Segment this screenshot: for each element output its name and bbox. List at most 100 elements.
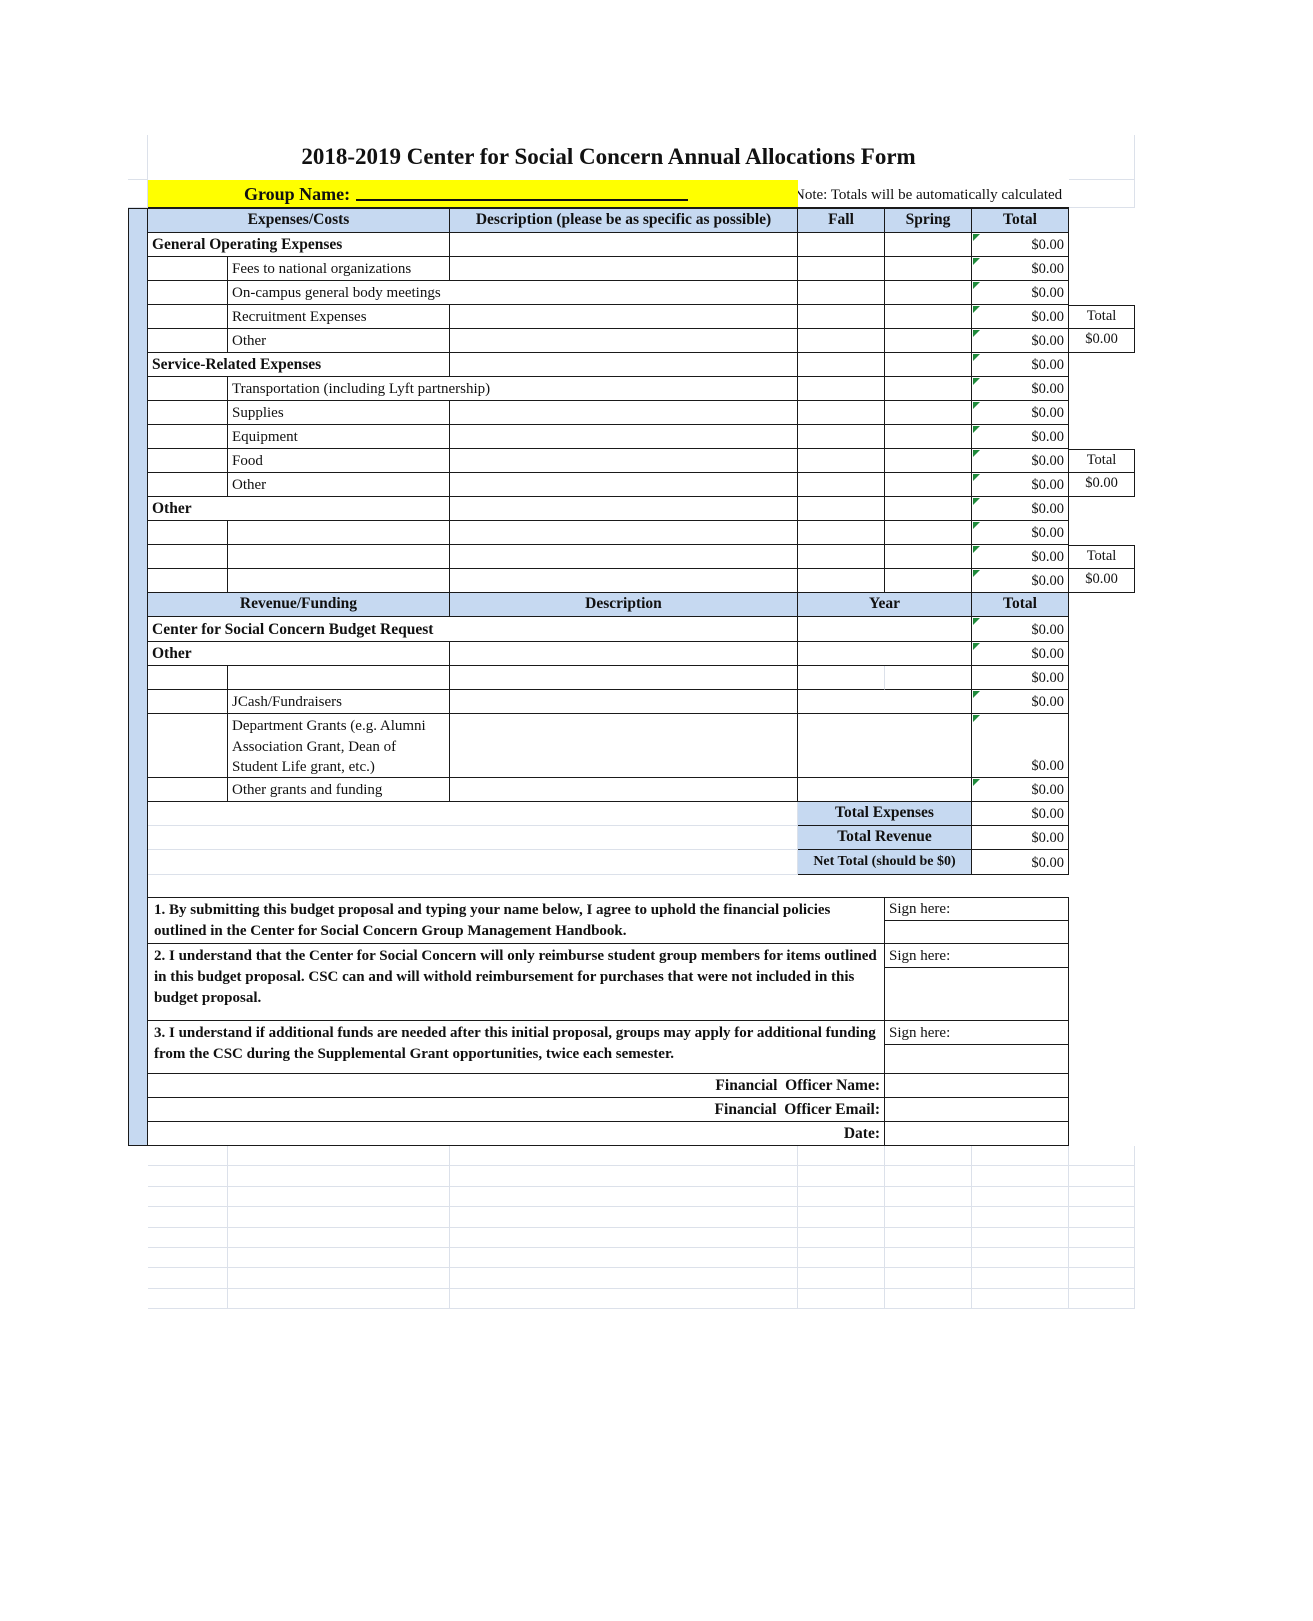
revenue-label-input[interactable]: [228, 666, 450, 690]
signature-input[interactable]: [885, 921, 1069, 944]
fall-input[interactable]: [798, 305, 885, 329]
description-input[interactable]: [450, 690, 798, 714]
spring-input[interactable]: [885, 569, 972, 593]
date-input[interactable]: [885, 1122, 1069, 1146]
empty-cell[interactable]: [148, 1247, 228, 1269]
empty-cell[interactable]: [450, 1166, 798, 1187]
empty-cell[interactable]: [228, 1186, 450, 1208]
empty-cell[interactable]: [228, 1227, 450, 1248]
spring-input[interactable]: [885, 377, 972, 401]
empty-cell[interactable]: [148, 1186, 228, 1208]
spring-input[interactable]: [885, 545, 972, 569]
signature-input[interactable]: [885, 968, 1069, 1021]
spring-input[interactable]: [885, 449, 972, 473]
spring-input[interactable]: [885, 497, 972, 521]
empty-cell[interactable]: [450, 1268, 798, 1289]
empty-cell[interactable]: [972, 1207, 1069, 1228]
fall-input[interactable]: [798, 473, 885, 497]
fall-input[interactable]: [798, 497, 885, 521]
empty-cell[interactable]: [1069, 1268, 1135, 1289]
empty-cell[interactable]: [148, 1268, 228, 1289]
empty-cell[interactable]: [798, 1268, 885, 1289]
description-input[interactable]: [450, 233, 798, 257]
spring-input[interactable]: [885, 257, 972, 281]
expense-label-input[interactable]: [228, 569, 450, 593]
empty-cell[interactable]: [798, 1207, 885, 1228]
empty-cell[interactable]: [798, 1227, 885, 1248]
description-input[interactable]: [450, 353, 798, 377]
empty-cell[interactable]: [148, 1146, 228, 1167]
year-input[interactable]: [798, 690, 972, 714]
empty-cell[interactable]: [972, 1288, 1069, 1310]
empty-cell[interactable]: [798, 1146, 885, 1167]
empty-cell[interactable]: [972, 1268, 1069, 1289]
fall-input[interactable]: [798, 521, 885, 545]
fall-input[interactable]: [798, 329, 885, 353]
empty-cell[interactable]: [228, 1207, 450, 1228]
description-input[interactable]: [450, 329, 798, 353]
empty-cell[interactable]: [1069, 1146, 1135, 1167]
empty-cell[interactable]: [1069, 1227, 1135, 1248]
year-input[interactable]: [885, 666, 972, 690]
empty-cell[interactable]: [1069, 1207, 1135, 1228]
spring-input[interactable]: [885, 281, 972, 305]
empty-cell[interactable]: [798, 1247, 885, 1269]
empty-cell[interactable]: [1069, 1288, 1135, 1310]
empty-cell[interactable]: [228, 1146, 450, 1167]
year-input[interactable]: [798, 642, 972, 666]
fall-input[interactable]: [798, 233, 885, 257]
empty-cell[interactable]: [885, 1247, 972, 1269]
empty-cell[interactable]: [972, 1146, 1069, 1167]
year-input[interactable]: [798, 666, 885, 690]
empty-cell[interactable]: [228, 1268, 450, 1289]
description-input[interactable]: [450, 569, 798, 593]
spring-input[interactable]: [885, 353, 972, 377]
empty-cell[interactable]: [885, 1186, 972, 1208]
empty-cell[interactable]: [885, 1227, 972, 1248]
empty-cell[interactable]: [972, 1247, 1069, 1269]
empty-cell[interactable]: [798, 1186, 885, 1208]
empty-cell[interactable]: [450, 1186, 798, 1208]
spring-input[interactable]: [885, 305, 972, 329]
spring-input[interactable]: [885, 329, 972, 353]
empty-cell[interactable]: [885, 1268, 972, 1289]
empty-cell[interactable]: [450, 1146, 798, 1167]
description-input[interactable]: [450, 778, 798, 802]
group-name-input[interactable]: [356, 199, 689, 201]
description-input[interactable]: [450, 497, 798, 521]
empty-cell[interactable]: [885, 1146, 972, 1167]
fall-input[interactable]: [798, 377, 885, 401]
description-input[interactable]: [450, 545, 798, 569]
empty-cell[interactable]: [228, 1288, 450, 1310]
empty-cell[interactable]: [148, 1227, 228, 1248]
fall-input[interactable]: [798, 401, 885, 425]
empty-cell[interactable]: [1069, 1186, 1135, 1208]
empty-cell[interactable]: [798, 1288, 885, 1310]
empty-cell[interactable]: [228, 1247, 450, 1269]
empty-cell[interactable]: [148, 1207, 228, 1228]
financial-officer-email-input[interactable]: [885, 1098, 1069, 1122]
empty-cell[interactable]: [228, 1166, 450, 1187]
fall-input[interactable]: [798, 257, 885, 281]
fall-input[interactable]: [798, 281, 885, 305]
empty-cell[interactable]: [885, 1288, 972, 1310]
spring-input[interactable]: [885, 401, 972, 425]
empty-cell[interactable]: [450, 1288, 798, 1310]
description-input[interactable]: [450, 714, 798, 778]
description-input[interactable]: [450, 425, 798, 449]
empty-cell[interactable]: [1069, 1166, 1135, 1187]
description-input[interactable]: [450, 473, 798, 497]
fall-input[interactable]: [798, 425, 885, 449]
spring-input[interactable]: [885, 233, 972, 257]
empty-cell[interactable]: [450, 1247, 798, 1269]
year-input[interactable]: [798, 714, 972, 778]
empty-cell[interactable]: [798, 1166, 885, 1187]
empty-cell[interactable]: [972, 1227, 1069, 1248]
description-input[interactable]: [450, 401, 798, 425]
spring-input[interactable]: [885, 425, 972, 449]
empty-cell[interactable]: [1069, 1247, 1135, 1269]
spring-input[interactable]: [885, 473, 972, 497]
financial-officer-name-input[interactable]: [885, 1074, 1069, 1098]
description-input[interactable]: [450, 642, 798, 666]
empty-cell[interactable]: [885, 1166, 972, 1187]
